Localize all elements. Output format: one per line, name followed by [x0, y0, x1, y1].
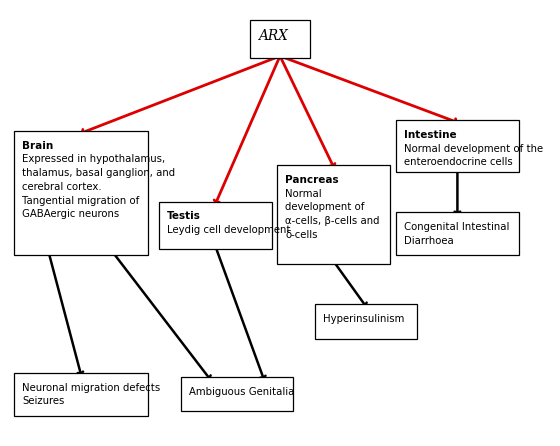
Text: thalamus, basal ganglion, and: thalamus, basal ganglion, and: [22, 168, 175, 178]
FancyBboxPatch shape: [14, 131, 148, 255]
Text: Ambiguous Genitalia: Ambiguous Genitalia: [189, 387, 294, 397]
Text: Testis: Testis: [167, 211, 201, 222]
Text: δ-cells: δ-cells: [286, 230, 318, 240]
Text: Normal development of the: Normal development of the: [404, 144, 543, 154]
Text: Congenital Intestinal: Congenital Intestinal: [404, 222, 509, 232]
Text: Seizures: Seizures: [22, 396, 64, 406]
Text: enteroendocrine cells: enteroendocrine cells: [404, 157, 512, 168]
Text: α-cells, β-cells and: α-cells, β-cells and: [286, 216, 380, 226]
Text: Expressed in hypothalamus,: Expressed in hypothalamus,: [22, 154, 165, 165]
Text: cerebral cortex.: cerebral cortex.: [22, 182, 101, 192]
Text: Tangential migration of: Tangential migration of: [22, 196, 139, 206]
FancyBboxPatch shape: [250, 20, 310, 58]
FancyBboxPatch shape: [14, 373, 148, 416]
FancyBboxPatch shape: [395, 120, 519, 172]
Text: GABAergic neurons: GABAergic neurons: [22, 209, 119, 219]
Text: Neuronal migration defects: Neuronal migration defects: [22, 383, 160, 393]
FancyBboxPatch shape: [159, 202, 272, 249]
Text: Hyperinsulinism: Hyperinsulinism: [323, 314, 404, 324]
Text: development of: development of: [286, 202, 365, 212]
FancyBboxPatch shape: [315, 304, 417, 339]
Text: Leydig cell development: Leydig cell development: [167, 225, 291, 235]
Text: Normal: Normal: [286, 189, 322, 199]
Text: ARX: ARX: [259, 29, 288, 43]
Text: Diarrhoea: Diarrhoea: [404, 236, 454, 246]
Text: Pancreas: Pancreas: [286, 175, 339, 185]
FancyBboxPatch shape: [180, 377, 293, 411]
FancyBboxPatch shape: [395, 212, 519, 255]
Text: Intestine: Intestine: [404, 130, 456, 140]
FancyBboxPatch shape: [277, 165, 390, 264]
Text: Brain: Brain: [22, 141, 53, 151]
